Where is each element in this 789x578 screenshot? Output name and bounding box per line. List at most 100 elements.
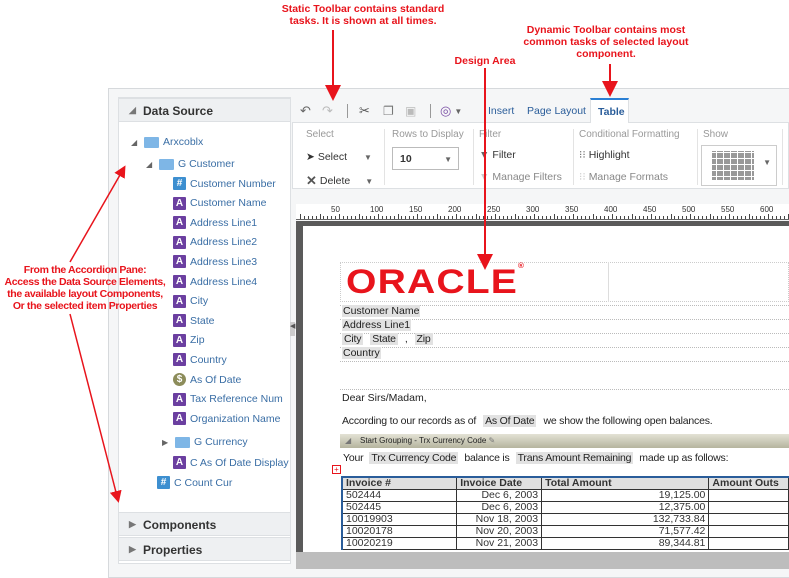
annotation-accordion: From the Accordion Pane: Access the Data … <box>0 264 170 312</box>
text-field-icon: A <box>173 333 186 347</box>
ruler-tick <box>471 216 473 219</box>
ruler-tick <box>701 216 703 219</box>
invoice-table[interactable]: Invoice # Invoice Date Total Amount Amou… <box>341 476 789 550</box>
field-zip[interactable]: Zip <box>414 333 433 345</box>
edit-icon[interactable]: ✎ <box>486 436 496 445</box>
ruler-tick <box>690 214 691 219</box>
tree-field[interactable]: # Customer Number <box>173 177 276 190</box>
tree-field[interactable]: A State <box>173 314 215 328</box>
expand-icon: ▶ <box>129 519 136 529</box>
tree-field[interactable]: A Tax Reference Num <box>173 392 283 406</box>
field-state[interactable]: State <box>370 333 398 345</box>
ruler-label: 50 <box>331 205 340 214</box>
ruler-tick <box>432 216 434 219</box>
ruler-tick <box>588 216 590 219</box>
select-button[interactable]: ➤ Select ▼ <box>306 151 372 163</box>
city-state-zip-line: City State , Zip <box>342 333 433 345</box>
node-label: Country <box>190 353 227 366</box>
chevron-down-icon[interactable]: ▼ <box>364 152 372 162</box>
annotation-line: common tasks of selected layout <box>523 36 689 48</box>
divider <box>782 129 783 185</box>
ruler-tick <box>354 216 356 219</box>
node-label: G Currency <box>194 436 248 448</box>
label: Highlight <box>588 149 630 161</box>
preview-icon[interactable]: ◎ ▼ <box>440 103 463 118</box>
label: Filter <box>492 149 516 161</box>
divider <box>340 347 789 348</box>
greeting-text: Dear Sirs/Madam, <box>342 392 427 404</box>
arrow-data-source <box>69 165 126 263</box>
ruler-tick <box>686 216 688 219</box>
paste-button[interactable]: ▣ <box>405 104 417 118</box>
tree-field[interactable]: A Organization Name <box>173 412 280 426</box>
tab-page-layout[interactable]: Page Layout <box>527 105 586 117</box>
tree-field[interactable]: # C Count Cur <box>157 476 232 489</box>
ruler-tick <box>331 216 333 219</box>
balance-text: made up as follows: <box>639 452 729 464</box>
tab-insert[interactable]: Insert <box>488 105 515 117</box>
rows-to-display-select[interactable]: 10 ▼ <box>392 147 459 170</box>
ruler-tick <box>627 216 629 219</box>
grouping-bar[interactable]: ◢ Start Grouping - Trx Currency Code ✎ <box>340 434 789 448</box>
node-label: Address Line1 <box>190 216 258 229</box>
ruler: 50 100 150 200 250 300 350 400 450 500 550 600 <box>296 204 789 220</box>
cut-button[interactable]: ✂ <box>359 103 370 118</box>
tree-field[interactable]: A Address Line1 <box>173 216 258 230</box>
tree-field[interactable]: A Customer Name <box>173 196 266 210</box>
field-trans-amount-remaining[interactable]: Trans Amount Remaining <box>515 452 634 464</box>
column-header[interactable]: Total Amount <box>541 476 710 490</box>
field-trx-currency-code[interactable]: Trx Currency Code <box>369 452 459 464</box>
date-field-icon: $ <box>173 373 186 386</box>
records-text: According to our records as of <box>342 415 477 427</box>
divider <box>473 129 474 185</box>
tree-field[interactable]: A Address Line3 <box>173 255 257 269</box>
show-grid-selector[interactable]: ▼ <box>701 145 777 186</box>
tree-node-subgroup[interactable]: ▶ G Currency <box>162 436 248 448</box>
tab-table[interactable]: Table <box>590 98 629 123</box>
ruler-tick <box>651 214 652 219</box>
chevron-down-icon[interactable]: ▼ <box>365 176 374 186</box>
horizontal-scrollbar[interactable] <box>296 552 789 569</box>
annotation-line: Static Toolbar contains standard <box>281 3 445 15</box>
field-country[interactable]: Country <box>342 347 381 359</box>
annotation-design-area: Design Area <box>454 55 516 67</box>
accordion-properties[interactable]: ▶ Properties <box>118 537 291 561</box>
tree-node-root[interactable]: ◢ Arxcoblx <box>131 136 203 148</box>
ruler-tick <box>479 216 481 219</box>
table-row[interactable]: 10020219 Nov 21, 2003 89,344.81 <box>341 537 789 550</box>
tree-field[interactable]: A Address Line2 <box>173 235 257 249</box>
copy-button[interactable]: ❐ <box>383 104 394 118</box>
node-label: C As Of Date Display <box>190 456 289 469</box>
number-field-icon: # <box>157 476 170 489</box>
column-header[interactable]: Invoice # <box>341 476 458 490</box>
tree-field[interactable]: A Country <box>173 353 227 367</box>
delete-icon: ✕ <box>306 173 317 188</box>
ruler-tick <box>717 216 719 219</box>
undo-button[interactable]: ↶ <box>300 103 311 118</box>
redo-button[interactable]: ↷ <box>322 103 333 118</box>
move-handle-icon[interactable]: + <box>332 465 341 474</box>
expand-icon: ▶ <box>129 544 136 554</box>
splitter-handle[interactable]: ◀ <box>290 322 295 336</box>
accordion-components[interactable]: ▶ Components <box>118 512 291 536</box>
field-city[interactable]: City <box>342 333 364 345</box>
accordion-data-source[interactable]: ◢ Data Source <box>118 98 291 122</box>
ruler-label: 250 <box>487 205 501 214</box>
ruler-label: 450 <box>643 205 657 214</box>
tree-node-group[interactable]: ◢ G Customer <box>146 158 235 170</box>
ruler-tick <box>647 216 649 219</box>
highlight-button[interactable]: ⁝⁝ Highlight <box>579 149 630 161</box>
tree-field[interactable]: $ As Of Date <box>173 373 241 386</box>
delete-button[interactable]: ✕ Delete ▼ <box>306 173 373 189</box>
ruler-tick <box>545 216 547 219</box>
manage-formats-button[interactable]: ⁝⁝ Manage Formats <box>579 171 668 183</box>
tree-field[interactable]: A Address Line4 <box>173 275 257 288</box>
field-customer-name[interactable]: Customer Name <box>342 305 421 317</box>
tree-field[interactable]: A C As Of Date Display <box>173 456 289 469</box>
field-address-line1[interactable]: Address Line1 <box>342 319 412 331</box>
field-as-of-date[interactable]: As Of Date <box>483 415 537 427</box>
tree-field[interactable]: A City <box>173 294 208 308</box>
tree-field[interactable]: A Zip <box>173 333 205 347</box>
ruler-tick <box>705 216 707 219</box>
ruler-tick <box>307 216 309 219</box>
